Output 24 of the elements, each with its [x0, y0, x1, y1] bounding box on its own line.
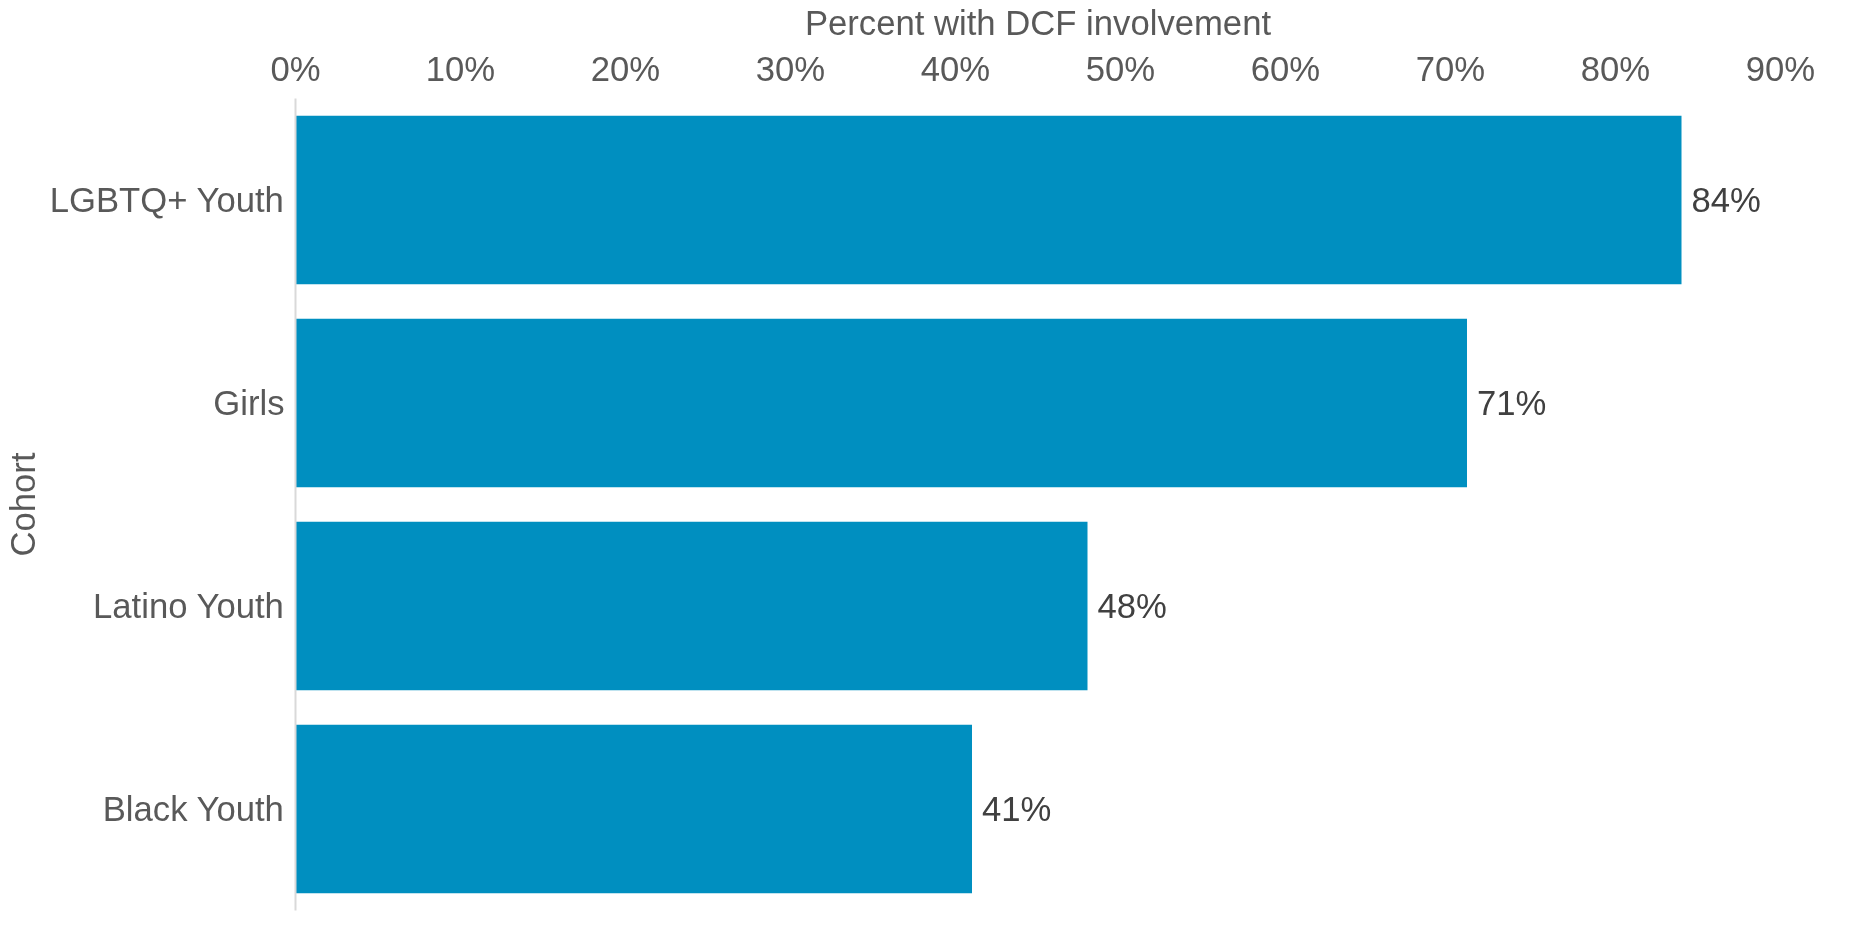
data-label: 84%	[1691, 181, 1761, 219]
data-label: 71%	[1477, 384, 1547, 422]
y-tick-label: Latino Youth	[93, 587, 284, 625]
bar	[295, 115, 1682, 285]
y-axis-title: Cohort	[3, 452, 42, 557]
x-tick-label: 40%	[920, 49, 991, 88]
x-tick-label: 90%	[1745, 49, 1816, 88]
y-tick-label: LGBTQ+ Youth	[49, 181, 284, 219]
x-tick-label: 20%	[590, 49, 661, 88]
x-tick-label: 70%	[1415, 49, 1486, 88]
x-tick-label: 60%	[1250, 49, 1321, 88]
data-label: 41%	[982, 790, 1052, 828]
x-tick-label: 80%	[1580, 49, 1651, 88]
x-tick-label: 30%	[755, 49, 826, 88]
x-axis-title: Percent with DCF involvement	[804, 3, 1272, 42]
y-tick-label: Girls	[213, 384, 285, 422]
data-label: 48%	[1097, 587, 1167, 625]
bar	[295, 521, 1088, 691]
x-tick-label: 10%	[425, 49, 496, 88]
x-tick-label: 0%	[270, 49, 321, 88]
bar	[295, 318, 1467, 488]
x-tick-label: 50%	[1085, 49, 1156, 88]
bar	[295, 724, 972, 894]
y-tick-label: Black Youth	[102, 790, 284, 828]
